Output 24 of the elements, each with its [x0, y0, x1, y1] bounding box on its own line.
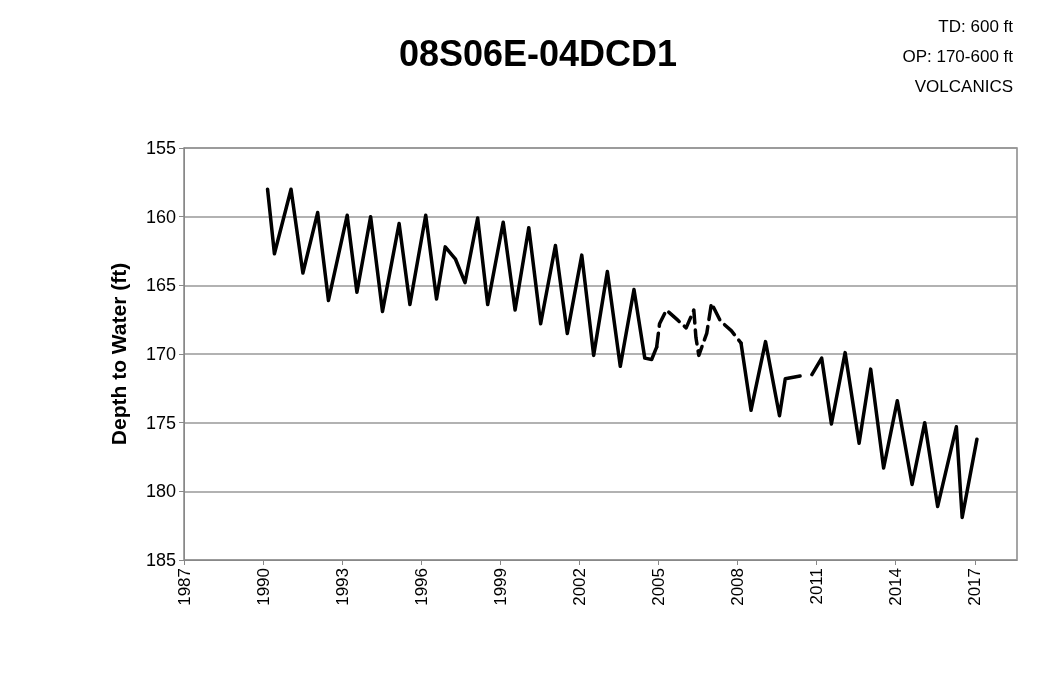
- x-tick-label: 2014: [886, 568, 906, 606]
- y-tick-label: 175: [145, 412, 176, 433]
- chart-title: 08S06E-04DCD1: [398, 32, 678, 74]
- x-tick-label: 2002: [569, 568, 589, 606]
- y-tick-label: 170: [145, 344, 176, 364]
- x-tick-label: 1990: [253, 568, 273, 606]
- y-tick-label: 185: [145, 550, 176, 570]
- x-tick-label: 1987: [174, 568, 194, 606]
- y-tick-label: 180: [145, 481, 176, 502]
- text: OP: 170-600 ft: [902, 47, 1014, 66]
- y-tick-label: 155: [145, 138, 176, 158]
- y-tick-label: 160: [145, 206, 176, 227]
- y-tick-label: 165: [145, 275, 176, 296]
- x-tick-label: 2017: [965, 568, 985, 606]
- x-tick-label: 2008: [728, 568, 748, 606]
- x-tick-label: 1996: [411, 568, 431, 606]
- text: TD: 600 ft: [938, 17, 1014, 36]
- text: VOLCANICS: [914, 77, 1013, 96]
- x-tick-label: 2011: [807, 568, 827, 605]
- line-series: [654, 301, 743, 358]
- x-tick-label: 2005: [648, 568, 668, 606]
- x-tick-label: 1993: [332, 568, 352, 606]
- y-axis-title: Depth to Water (ft): [107, 262, 130, 446]
- x-tick-label: 1999: [490, 568, 510, 606]
